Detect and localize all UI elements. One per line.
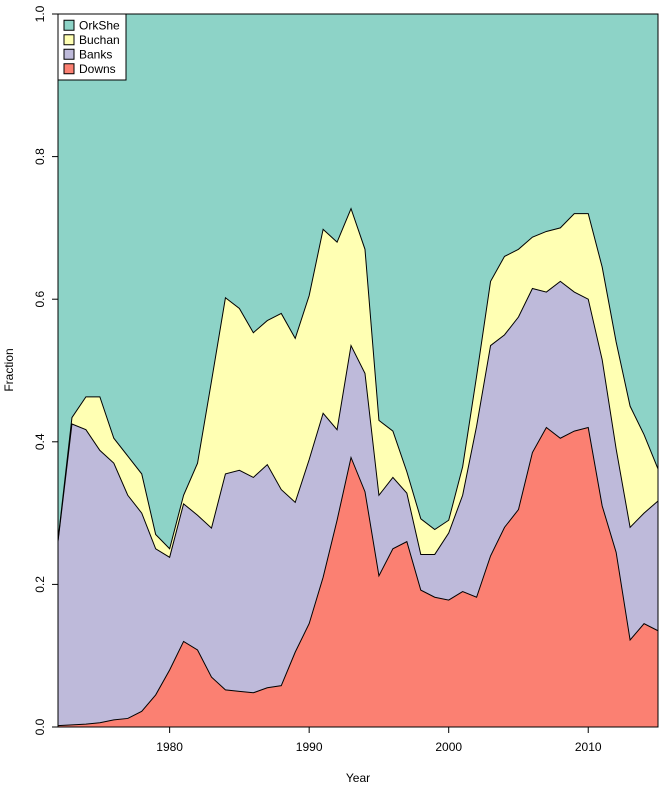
legend-label-downs: Downs — [79, 62, 116, 76]
area-downs — [58, 427, 658, 727]
legend-swatch-orkshe — [63, 19, 75, 31]
y-tick-label: 0.6 — [33, 291, 47, 308]
boundary-line-buchan — [57, 207, 659, 550]
area-banks — [58, 281, 658, 726]
plot-frame — [57, 13, 659, 728]
x-axis: 1980 1990 2000 2010 — [156, 727, 602, 754]
legend-label-banks: Banks — [79, 47, 112, 61]
y-tick-label: 0.8 — [33, 148, 47, 165]
legend-swatch-buchan — [63, 34, 75, 46]
legend-swatch-banks — [63, 48, 75, 60]
y-tick-label: 0.2 — [33, 576, 47, 593]
x-tick-label: 1980 — [156, 740, 183, 754]
x-tick-label: 2010 — [575, 740, 602, 754]
area-boundary-lines — [57, 207, 659, 727]
area-orkshe — [58, 14, 658, 549]
y-tick-label: 0.0 — [33, 718, 47, 735]
legend-label-orkshe: OrkShe — [79, 18, 120, 32]
area-layers — [58, 14, 658, 727]
y-tick-label: 0.4 — [33, 433, 47, 450]
y-axis-title: Fraction — [2, 348, 16, 391]
boundary-line-banks — [57, 280, 659, 559]
area-buchan — [58, 208, 658, 558]
x-tick-label: 1990 — [296, 740, 323, 754]
boundary-line-downs — [57, 426, 659, 727]
y-tick-label: 1.0 — [33, 5, 47, 22]
y-axis: 0.0 0.2 0.4 0.6 0.8 1.0 — [33, 5, 58, 735]
x-tick-label: 2000 — [435, 740, 462, 754]
x-axis-title: Year — [346, 771, 370, 785]
legend-label-buchan: Buchan — [79, 33, 120, 47]
legend-swatch-downs — [63, 63, 75, 75]
